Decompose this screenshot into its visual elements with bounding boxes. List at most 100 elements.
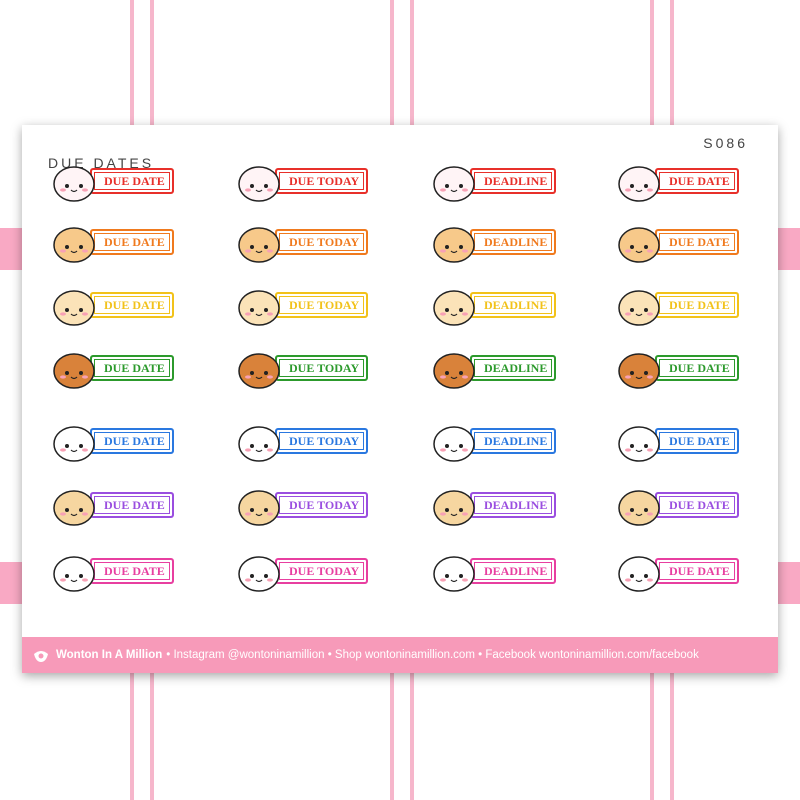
character [618, 227, 660, 263]
mouth [70, 189, 78, 193]
sticker: DEADLINE [430, 547, 557, 595]
character [433, 426, 475, 462]
cheek [625, 512, 631, 516]
sticker: DUE TODAY [235, 157, 369, 205]
mouth [635, 449, 643, 453]
eye [445, 308, 449, 312]
sticker: DUE TODAY [235, 281, 369, 329]
cheek [60, 578, 66, 582]
sticker-label: DUE DATE [655, 168, 739, 194]
cheek [245, 448, 251, 452]
sticker-label: DUE DATE [90, 229, 174, 255]
sticker: DUE DATE [615, 218, 739, 266]
character [433, 227, 475, 263]
mouth [635, 250, 643, 254]
sticker-label: DEADLINE [470, 168, 557, 194]
character [53, 290, 95, 326]
cheek [625, 448, 631, 452]
cheek [82, 249, 88, 253]
cheek [647, 512, 653, 516]
cheek [60, 375, 66, 379]
sticker-label: DUE DATE [655, 492, 739, 518]
eye [459, 308, 463, 312]
character [53, 426, 95, 462]
bun [238, 426, 280, 462]
mouth [255, 449, 263, 453]
sticker-label: DEADLINE [470, 428, 557, 454]
cheek [267, 578, 273, 582]
sticker: DUE DATE [615, 417, 739, 465]
sticker-label: DUE DATE [90, 292, 174, 318]
cheek [267, 448, 273, 452]
sticker-label: DUE DATE [90, 428, 174, 454]
eye [630, 574, 634, 578]
cheek [647, 188, 653, 192]
eye [459, 574, 463, 578]
bun [433, 490, 475, 526]
sticker: DEADLINE [430, 344, 557, 392]
sticker: DUE DATE [50, 281, 174, 329]
eye [644, 184, 648, 188]
bun [238, 227, 280, 263]
eye [250, 508, 254, 512]
character [433, 166, 475, 202]
cheek [462, 578, 468, 582]
eye [250, 308, 254, 312]
bun [238, 490, 280, 526]
cheek [245, 249, 251, 253]
eye [630, 371, 634, 375]
cheek [60, 512, 66, 516]
sticker: DEADLINE [430, 417, 557, 465]
eye [459, 245, 463, 249]
cheek [440, 448, 446, 452]
character [618, 290, 660, 326]
sticker: DUE DATE [50, 344, 174, 392]
footer: Wonton In A Million • Instagram @wontoni… [22, 637, 778, 673]
eye [65, 508, 69, 512]
mouth [70, 250, 78, 254]
cheek [625, 312, 631, 316]
mouth [635, 376, 643, 380]
sticker-label: DUE DATE [90, 355, 174, 381]
cheek [267, 312, 273, 316]
sticker: DUE TODAY [235, 218, 369, 266]
eye [65, 184, 69, 188]
cheek [462, 312, 468, 316]
sticker-label: DUE TODAY [275, 168, 369, 194]
sticker: DUE TODAY [235, 344, 369, 392]
eye [445, 371, 449, 375]
character [238, 290, 280, 326]
mouth [450, 250, 458, 254]
sticker: DUE TODAY [235, 417, 369, 465]
cheek [647, 249, 653, 253]
sticker: DEADLINE [430, 218, 557, 266]
mouth [255, 376, 263, 380]
cheek [440, 188, 446, 192]
character [238, 556, 280, 592]
mouth [70, 376, 78, 380]
cheek [60, 249, 66, 253]
sticker-label: DUE DATE [655, 558, 739, 584]
eye [65, 574, 69, 578]
eye [264, 184, 268, 188]
eye [445, 245, 449, 249]
eye [630, 184, 634, 188]
eye [65, 371, 69, 375]
eye [79, 574, 83, 578]
mouth [255, 250, 263, 254]
cheek [82, 448, 88, 452]
brand: Wonton In A Million [56, 649, 163, 661]
bun [618, 353, 660, 389]
eye [264, 308, 268, 312]
bun [618, 490, 660, 526]
eye [445, 184, 449, 188]
cheek [60, 448, 66, 452]
eye [264, 371, 268, 375]
bun [618, 227, 660, 263]
cheek [82, 578, 88, 582]
bun [238, 290, 280, 326]
sticker: DUE DATE [50, 218, 174, 266]
eye [264, 245, 268, 249]
character [433, 353, 475, 389]
